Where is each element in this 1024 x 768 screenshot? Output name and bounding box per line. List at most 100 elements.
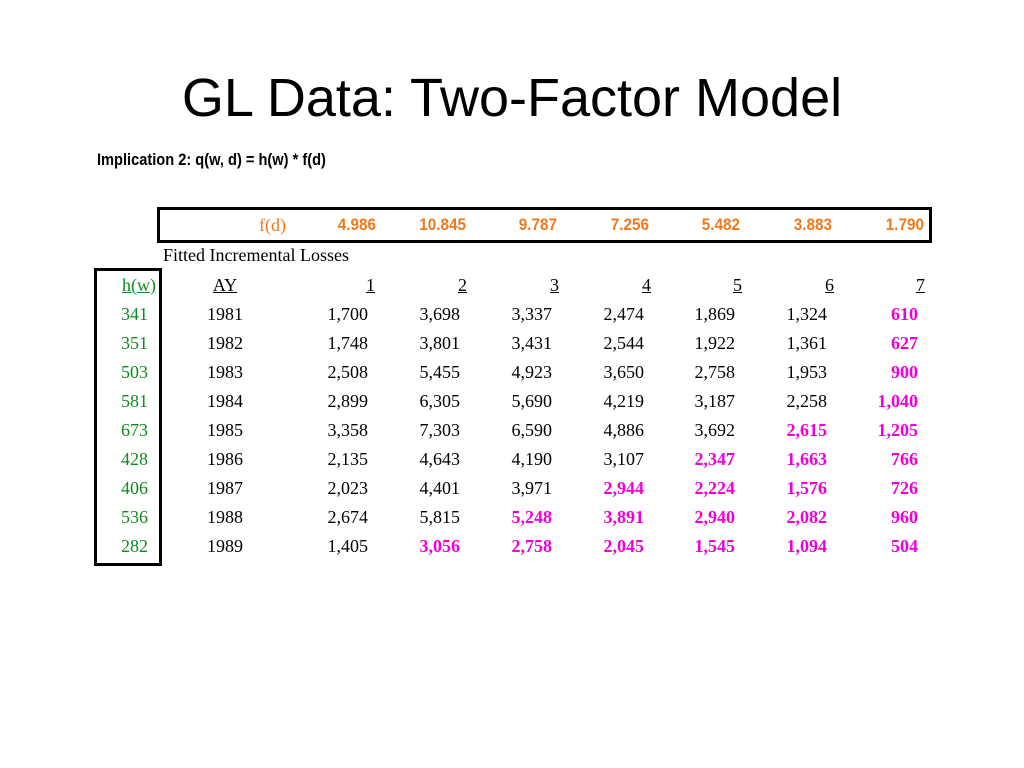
loss-cell: 3,692 — [694, 420, 736, 440]
loss-cell: 900 — [891, 362, 918, 382]
loss-cell: 766 — [891, 449, 918, 469]
loss-cell: 5,455 — [419, 362, 461, 382]
fd-row-box — [157, 207, 932, 243]
fd-value: 9.787 — [518, 215, 557, 234]
dev-header: 5 — [733, 275, 742, 295]
loss-cell: 5,248 — [511, 507, 553, 527]
loss-cell: 2,615 — [786, 420, 828, 440]
loss-cell: 3,650 — [603, 362, 645, 382]
loss-cell: 627 — [891, 333, 918, 353]
hw-value: 341 — [121, 304, 148, 324]
loss-cell: 2,224 — [694, 478, 736, 498]
loss-cell: 2,082 — [786, 507, 828, 527]
loss-cell: 1,545 — [694, 536, 736, 556]
hw-value: 503 — [121, 362, 148, 382]
loss-cell: 610 — [891, 304, 918, 324]
loss-cell: 1,869 — [694, 304, 736, 324]
loss-cell: 1,205 — [877, 420, 919, 440]
ay-value: 1987 — [207, 478, 243, 498]
loss-cell: 5,690 — [511, 391, 553, 411]
loss-cell: 3,056 — [419, 536, 461, 556]
loss-cell: 3,358 — [327, 420, 369, 440]
hw-value: 428 — [121, 449, 148, 469]
loss-cell: 2,023 — [327, 478, 369, 498]
loss-cell: 1,953 — [786, 362, 828, 382]
loss-cell: 2,940 — [694, 507, 736, 527]
loss-cell: 1,094 — [786, 536, 828, 556]
ay-value: 1982 — [207, 333, 243, 353]
loss-cell: 2,347 — [694, 449, 736, 469]
loss-cell: 3,107 — [603, 449, 645, 469]
loss-cell: 2,544 — [603, 333, 645, 353]
loss-cell: 2,899 — [327, 391, 369, 411]
loss-cell: 4,190 — [511, 449, 553, 469]
loss-cell: 4,219 — [603, 391, 645, 411]
loss-cell: 4,886 — [603, 420, 645, 440]
hw-value: 406 — [121, 478, 148, 498]
ay-value: 1986 — [207, 449, 243, 469]
hw-value: 673 — [121, 420, 148, 440]
loss-cell: 1,663 — [786, 449, 828, 469]
hw-value: 581 — [121, 391, 148, 411]
ay-value: 1985 — [207, 420, 243, 440]
loss-cell: 2,258 — [786, 391, 828, 411]
dev-header: 1 — [366, 275, 375, 295]
loss-cell: 3,431 — [511, 333, 553, 353]
fd-value: 7.256 — [610, 215, 649, 234]
hw-value: 282 — [121, 536, 148, 556]
fd-value: 10.845 — [419, 215, 466, 234]
loss-cell: 3,801 — [419, 333, 461, 353]
loss-cell: 6,590 — [511, 420, 553, 440]
hw-value: 351 — [121, 333, 148, 353]
dev-header: 2 — [458, 275, 467, 295]
ay-header: AY — [212, 275, 238, 295]
loss-cell: 504 — [891, 536, 918, 556]
hw-column-box — [94, 268, 162, 566]
loss-cell: 4,643 — [419, 449, 461, 469]
ay-value: 1988 — [207, 507, 243, 527]
table-caption: Fitted Incremental Losses — [163, 245, 349, 265]
loss-cell: 3,337 — [511, 304, 553, 324]
loss-cell: 7,303 — [419, 420, 461, 440]
ay-value: 1989 — [207, 536, 243, 556]
loss-cell: 2,045 — [603, 536, 645, 556]
dev-header: 3 — [550, 275, 559, 295]
loss-cell: 5,815 — [419, 507, 461, 527]
ay-value: 1983 — [207, 362, 243, 382]
loss-cell: 1,040 — [877, 391, 919, 411]
hw-header: h(w) — [122, 275, 156, 295]
fd-value: 4.986 — [337, 215, 376, 234]
loss-cell: 1,922 — [694, 333, 736, 353]
loss-cell: 3,971 — [511, 478, 553, 498]
loss-cell: 3,698 — [419, 304, 461, 324]
fd-value: 1.790 — [885, 215, 924, 234]
fd-value: 3.883 — [793, 215, 832, 234]
fd-label: f(d) — [259, 215, 286, 235]
dev-header: 7 — [916, 275, 925, 295]
fd-value: 5.482 — [701, 215, 740, 234]
loss-cell: 1,405 — [327, 536, 369, 556]
hw-value: 536 — [121, 507, 148, 527]
dev-header: 4 — [642, 275, 651, 295]
loss-cell: 2,944 — [603, 478, 645, 498]
loss-cell: 2,674 — [327, 507, 369, 527]
page-title: GL Data: Two-Factor Model — [181, 68, 843, 128]
ay-value: 1984 — [207, 391, 243, 411]
loss-cell: 4,923 — [511, 362, 553, 382]
subtitle: Implication 2: q(w, d) = h(w) * f(d) — [97, 150, 326, 169]
loss-cell: 3,891 — [603, 507, 645, 527]
loss-cell: 6,305 — [419, 391, 461, 411]
loss-cell: 1,324 — [786, 304, 828, 324]
loss-cell: 2,758 — [694, 362, 736, 382]
loss-cell: 726 — [891, 478, 918, 498]
loss-cell: 3,187 — [694, 391, 736, 411]
dev-header: 6 — [825, 275, 834, 295]
ay-value: 1981 — [207, 304, 243, 324]
loss-cell: 960 — [891, 507, 918, 527]
loss-cell: 2,135 — [327, 449, 369, 469]
loss-cell: 2,508 — [327, 362, 369, 382]
loss-cell: 1,576 — [786, 478, 828, 498]
loss-cell: 2,474 — [603, 304, 645, 324]
loss-cell: 1,748 — [327, 333, 369, 353]
loss-cell: 2,758 — [511, 536, 553, 556]
